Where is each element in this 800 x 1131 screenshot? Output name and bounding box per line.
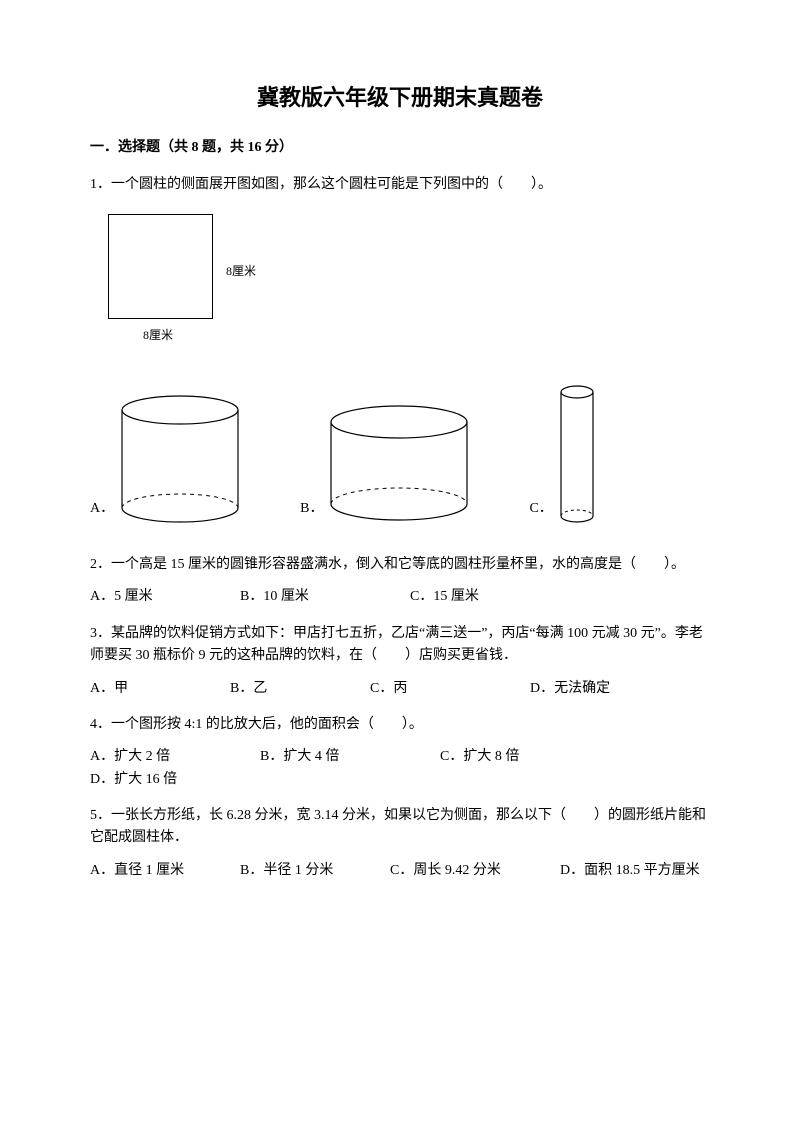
q1-cylinder-options: A． B． C．	[90, 384, 710, 524]
q2-options: A．5 厘米 B．10 厘米 C．15 厘米	[90, 586, 710, 608]
q2-text: 2．一个高是 15 厘米的圆锥形容器盛满水，倒入和它等底的圆柱形量杯里，水的高度…	[90, 554, 710, 576]
question-1: 1．一个圆柱的侧面展开图如图，那么这个圆柱可能是下列图中的（ ）。 8厘米 8厘…	[90, 174, 710, 524]
q4-text: 4．一个图形按 4:1 的比放大后，他的面积会（ ）。	[90, 714, 710, 736]
q3-optA: A．甲	[90, 678, 230, 700]
section-1-header: 一．选择题（共 8 题，共 16 分）	[90, 137, 710, 159]
q3-optC: C．丙	[370, 678, 530, 700]
q2-optB: B．10 厘米	[240, 586, 410, 608]
question-2: 2．一个高是 15 厘米的圆锥形容器盛满水，倒入和它等底的圆柱形量杯里，水的高度…	[90, 554, 710, 609]
cylinder-c-icon	[559, 384, 595, 524]
q4-optA: A．扩大 2 倍	[90, 746, 260, 768]
q3-optD: D．无法确定	[530, 678, 610, 700]
q4-optD: D．扩大 16 倍	[90, 769, 177, 791]
q1-square-label-bottom: 8厘米	[143, 326, 173, 345]
question-5: 5．一张长方形纸，长 6.28 分米，宽 3.14 分米，如果以它为侧面，那么以…	[90, 805, 710, 882]
q1-square-label-right: 8厘米	[226, 262, 256, 281]
question-3: 3．某品牌的饮料促销方式如下：甲店打七五折，乙店“满三送一”，丙店“每满 100…	[90, 623, 710, 700]
q5-optC: C．周长 9.42 分米	[390, 860, 560, 882]
q2-optC: C．15 厘米	[410, 586, 479, 608]
q1-square-diagram: 8厘米 8厘米	[108, 214, 308, 354]
q3-text: 3．某品牌的饮料促销方式如下：甲店打七五折，乙店“满三送一”，丙店“每满 100…	[90, 623, 710, 668]
page-title: 冀教版六年级下册期末真题卷	[90, 80, 710, 115]
q5-optB: B．半径 1 分米	[240, 860, 390, 882]
q1-option-b: B．	[300, 404, 469, 524]
q1-option-c: C．	[529, 384, 594, 524]
q4-options: A．扩大 2 倍 B．扩大 4 倍 C．扩大 8 倍 D．扩大 16 倍	[90, 746, 710, 791]
q4-optB: B．扩大 4 倍	[260, 746, 440, 768]
q5-optD: D．面积 18.5 平方厘米	[560, 860, 700, 882]
q1-optA-label: A．	[90, 498, 114, 520]
q2-optA: A．5 厘米	[90, 586, 240, 608]
cylinder-b-icon	[329, 404, 469, 524]
q1-optB-label: B．	[300, 498, 323, 520]
q1-square	[108, 214, 213, 319]
q1-text: 1．一个圆柱的侧面展开图如图，那么这个圆柱可能是下列图中的（ ）。	[90, 174, 710, 196]
q1-optC-label: C．	[529, 498, 552, 520]
q5-text: 5．一张长方形纸，长 6.28 分米，宽 3.14 分米，如果以它为侧面，那么以…	[90, 805, 710, 850]
q1-option-a: A．	[90, 394, 240, 524]
question-4: 4．一个图形按 4:1 的比放大后，他的面积会（ ）。 A．扩大 2 倍 B．扩…	[90, 714, 710, 791]
q4-optC: C．扩大 8 倍	[440, 746, 630, 768]
q5-optA: A．直径 1 厘米	[90, 860, 240, 882]
q5-options: A．直径 1 厘米 B．半径 1 分米 C．周长 9.42 分米 D．面积 18…	[90, 860, 710, 882]
cylinder-a-icon	[120, 394, 240, 524]
q3-options: A．甲 B．乙 C．丙 D．无法确定	[90, 678, 710, 700]
q3-optB: B．乙	[230, 678, 370, 700]
